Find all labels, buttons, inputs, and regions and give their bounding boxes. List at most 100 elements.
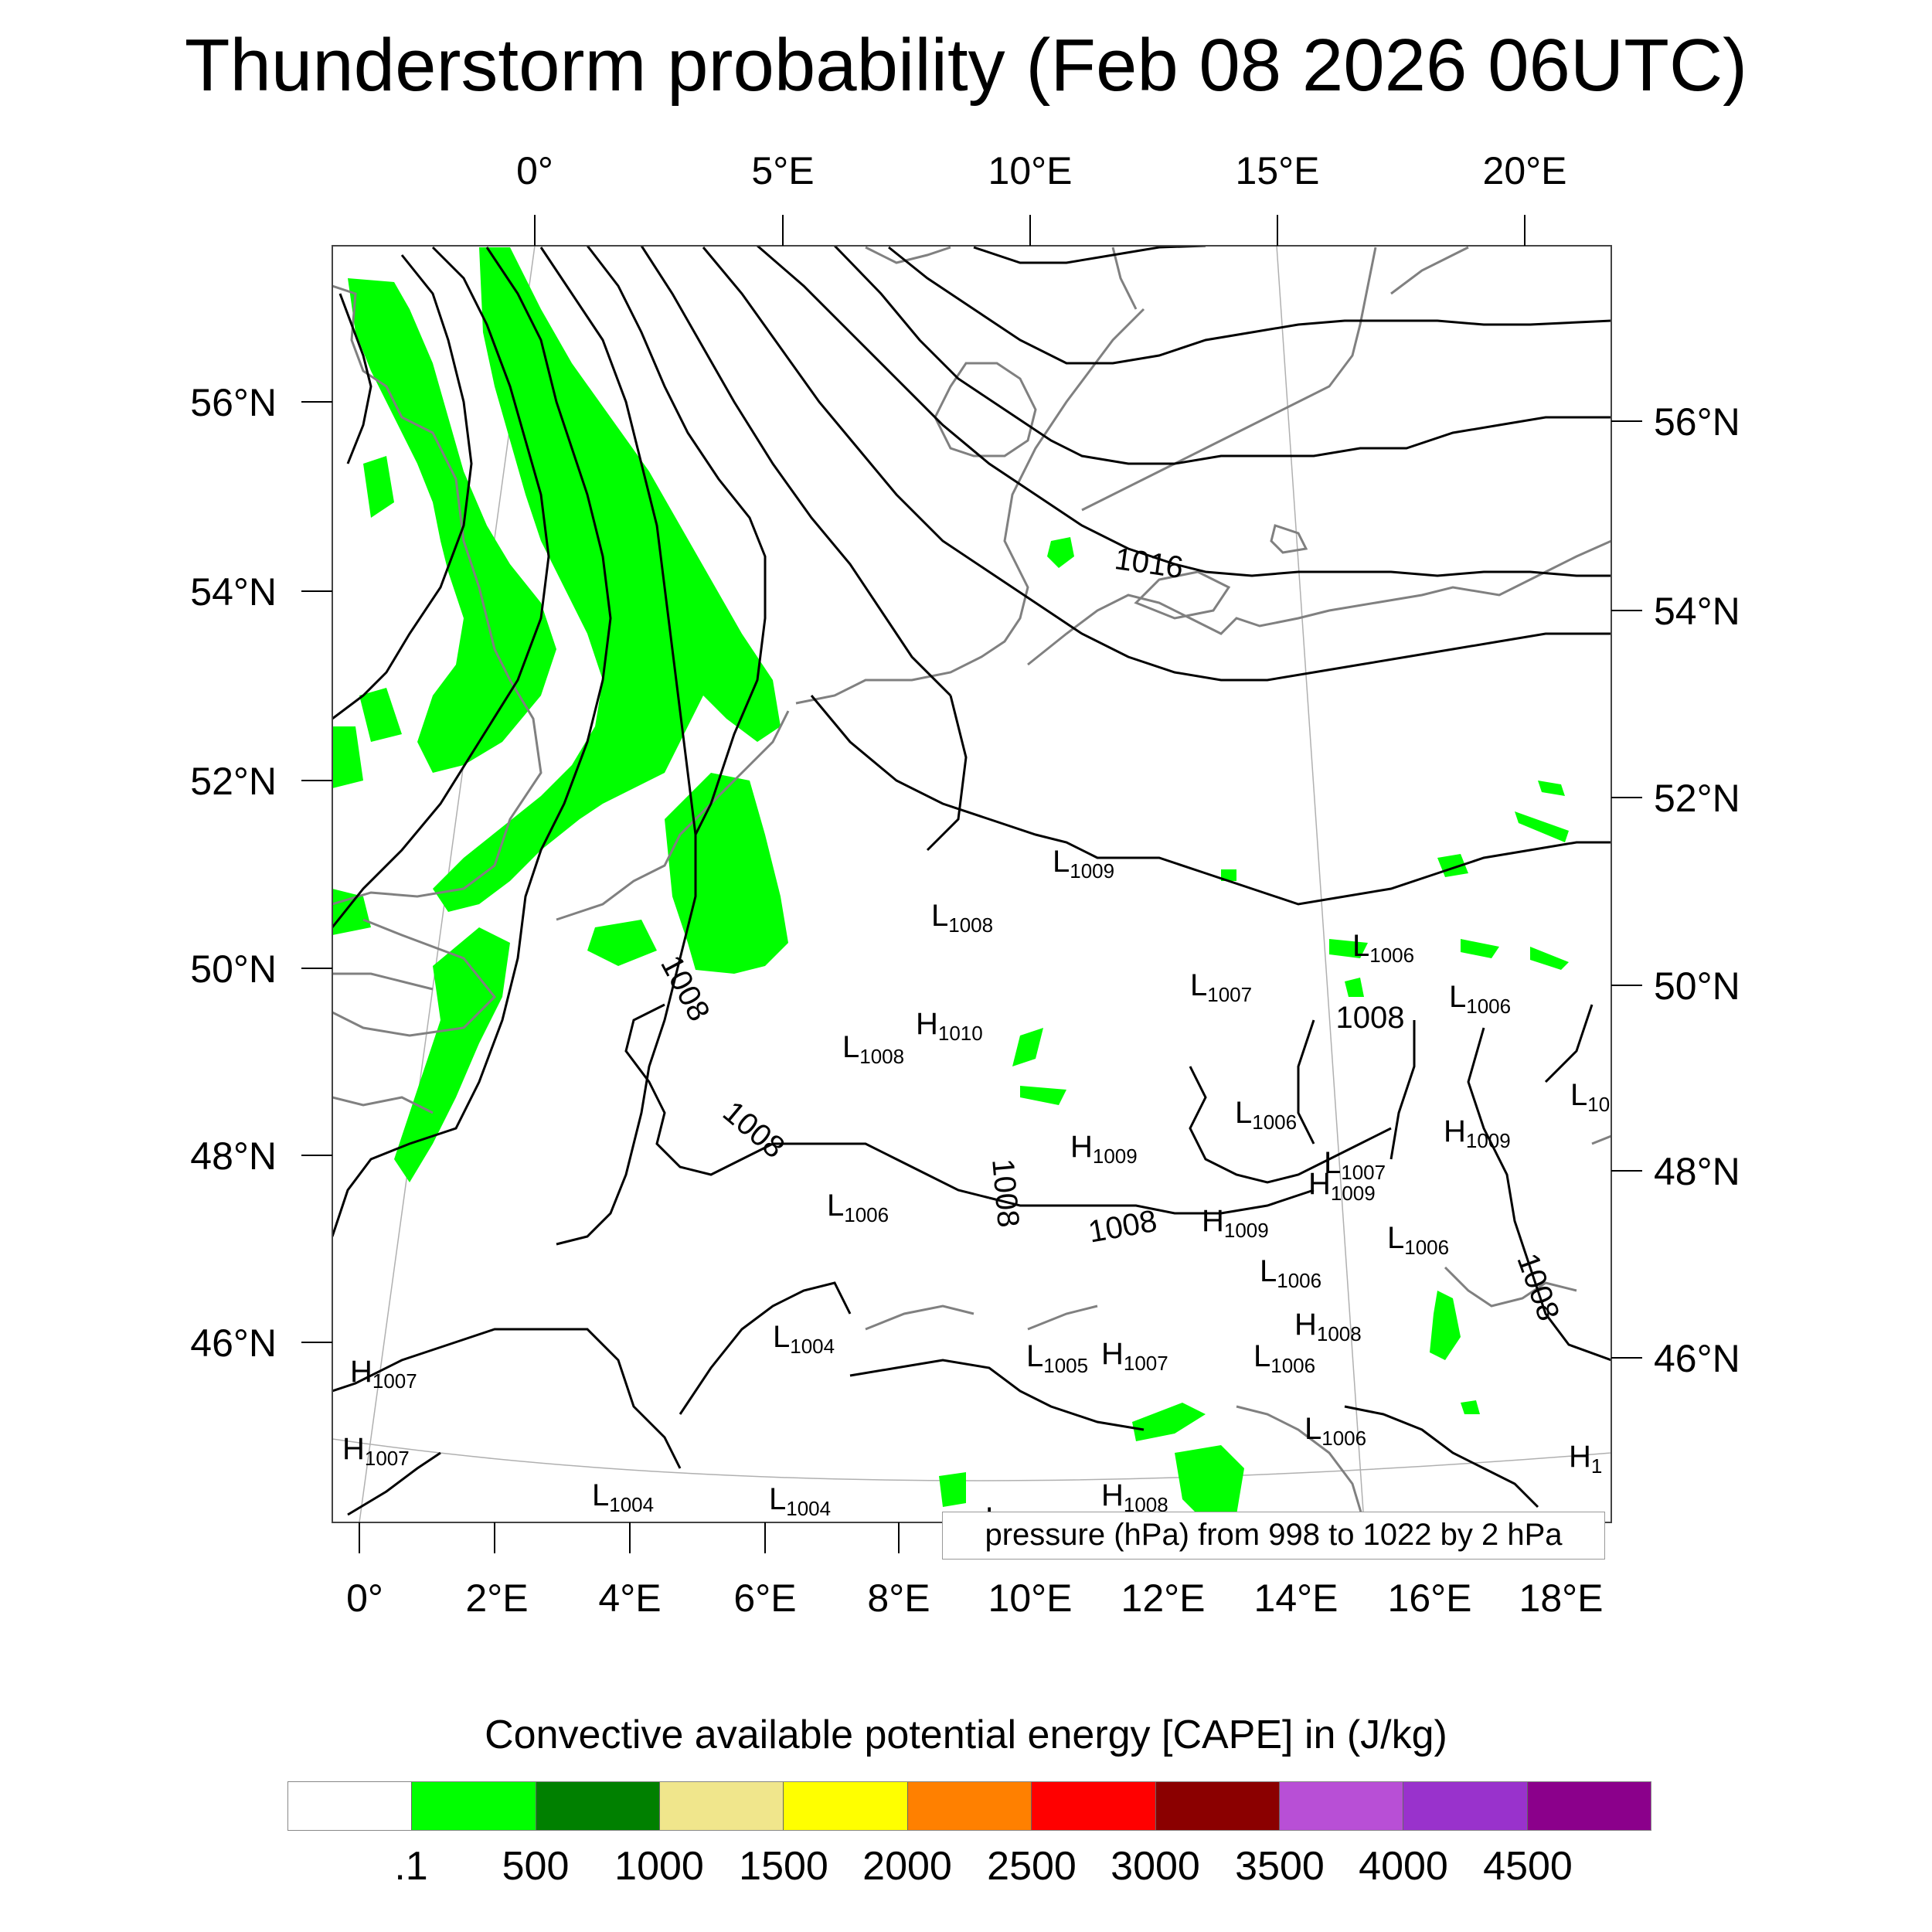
low-center: L1004	[773, 1320, 835, 1358]
low-center: L1006	[1304, 1412, 1366, 1450]
right-lat-label: 48°N	[1654, 1150, 1740, 1193]
isobars	[332, 246, 1611, 1516]
colorbar-tick-label: .1	[394, 1844, 428, 1889]
low-center: L10	[1570, 1078, 1610, 1116]
isobar-labels: 1016 1008 1008 1008 1008 1008 1008	[654, 542, 1566, 1325]
colorbar-title: Convective available potential energy [C…	[485, 1713, 1447, 1757]
high-center: H1009	[1308, 1167, 1376, 1205]
low-center: L1007	[1190, 968, 1252, 1006]
colorbar	[287, 1781, 1651, 1831]
high-center: H1010	[916, 1007, 983, 1045]
bottom-lon-label: 8°E	[867, 1577, 930, 1620]
coastlines	[332, 246, 1611, 1522]
colorbar-tick-label: 500	[502, 1844, 570, 1889]
top-lon-label: 0°	[516, 149, 553, 192]
high-center: H1009	[1444, 1114, 1511, 1152]
bottom-lon-label: 0°	[346, 1577, 383, 1620]
low-center: L1006	[1253, 1339, 1315, 1377]
cape-area	[394, 927, 510, 1182]
cape-area	[1430, 1291, 1461, 1360]
low-center: L1004	[769, 1482, 831, 1520]
isobar-label: 1008	[1510, 1249, 1566, 1325]
cape-area	[587, 920, 657, 966]
right-axis-labels: 56°N 54°N 52°N 50°N 48°N 46°N	[1654, 400, 1740, 1380]
left-axis-labels: 56°N 54°N 52°N 50°N 48°N 46°N	[190, 381, 277, 1365]
bottom-lon-label: 16°E	[1388, 1577, 1472, 1620]
high-center: H1009	[1070, 1130, 1138, 1168]
colorbar-tick-label: 4500	[1483, 1844, 1573, 1889]
right-lat-label: 54°N	[1654, 590, 1740, 633]
cape-area	[1020, 1086, 1066, 1105]
bottom-lon-label: 14°E	[1254, 1577, 1338, 1620]
isobar-label: 1008	[1086, 1204, 1159, 1250]
low-center: L1007	[1324, 1146, 1386, 1184]
left-lat-label: 56°N	[190, 381, 277, 424]
cape-area	[1221, 869, 1236, 881]
colorbar-tick-label: 3500	[1235, 1844, 1325, 1889]
top-lon-label: 15°E	[1236, 149, 1320, 192]
bottom-lon-label: 4°E	[598, 1577, 661, 1620]
left-lat-label: 46°N	[190, 1321, 277, 1365]
right-lat-label: 52°N	[1654, 777, 1740, 820]
colorbar-swatch	[784, 1782, 908, 1830]
cape-area	[332, 889, 371, 935]
high-center: H1007	[350, 1355, 417, 1393]
colorbar-ticks: .1 500 1000 1500 2000 2500 3000 3500 400…	[0, 1843, 1932, 1897]
bottom-lon-label: 2°E	[465, 1577, 528, 1620]
colorbar-swatch	[660, 1782, 784, 1830]
cape-area	[359, 688, 402, 742]
cape-area	[363, 456, 394, 518]
low-center: L1006	[1235, 1096, 1297, 1134]
cape-area	[348, 278, 556, 773]
cape-area	[1538, 781, 1565, 796]
colorbar-tick-label: 1500	[739, 1844, 828, 1889]
colorbar-swatch	[288, 1782, 413, 1830]
colorbar-tick-label: 3000	[1111, 1844, 1200, 1889]
bottom-axis-labels: 0° 2°E 4°E 6°E 8°E 10°E 12°E 14°E 16°E 1…	[346, 1577, 1603, 1620]
bottom-lon-label: 12°E	[1121, 1577, 1206, 1620]
cape-area	[1329, 939, 1368, 958]
left-lat-label: 52°N	[190, 760, 277, 803]
low-center: L1005	[1026, 1339, 1088, 1377]
cape-area	[1012, 1028, 1043, 1066]
left-lat-label: 54°N	[190, 570, 277, 614]
low-center: L1006	[1387, 1221, 1449, 1259]
top-lon-label: 10°E	[988, 149, 1073, 192]
colorbar-swatch	[1527, 1782, 1651, 1830]
low-center: L1009	[1053, 845, 1114, 883]
colorbar-swatch	[1155, 1782, 1280, 1830]
cape-fill-layer	[332, 247, 1569, 1522]
low-center: L1006	[827, 1189, 889, 1226]
colorbar-tick-label: 1000	[614, 1844, 704, 1889]
high-center: H1007	[1101, 1337, 1168, 1375]
cape-area	[1530, 947, 1569, 970]
colorbar-swatch	[907, 1782, 1032, 1830]
cape-area	[1132, 1403, 1206, 1441]
cape-area	[1175, 1445, 1244, 1522]
cape-area	[332, 726, 363, 788]
top-lon-label: 20°E	[1483, 149, 1567, 192]
cape-area	[939, 1472, 966, 1507]
low-center: L1006	[1449, 980, 1511, 1018]
cape-area	[1461, 1400, 1480, 1414]
high-center: H1008	[1294, 1308, 1362, 1345]
pressure-centers: L1009 L1008 L1006 L1007 L1006 H1010 L100…	[342, 845, 1610, 1539]
top-axis-labels: 0° 5°E 10°E 15°E 20°E	[516, 149, 1566, 192]
cape-area	[1345, 978, 1364, 997]
bottom-lon-label: 10°E	[988, 1577, 1073, 1620]
isobar-label: 1016	[1113, 542, 1185, 585]
top-lon-label: 5°E	[751, 149, 814, 192]
low-center: L1006	[1352, 929, 1414, 967]
right-lat-label: 50°N	[1654, 964, 1740, 1008]
left-lat-label: 50°N	[190, 947, 277, 991]
colorbar-swatch	[536, 1782, 661, 1830]
low-center: L1006	[1260, 1254, 1321, 1292]
colorbar-swatch	[1279, 1782, 1404, 1830]
colorbar-tick-label: 2500	[987, 1844, 1077, 1889]
high-center: H1	[1569, 1440, 1602, 1478]
high-center: H1008	[1101, 1478, 1168, 1516]
low-center: L1008	[931, 899, 993, 937]
cape-area	[1515, 811, 1569, 842]
cape-area	[665, 773, 788, 974]
high-center: H1007	[342, 1432, 410, 1470]
